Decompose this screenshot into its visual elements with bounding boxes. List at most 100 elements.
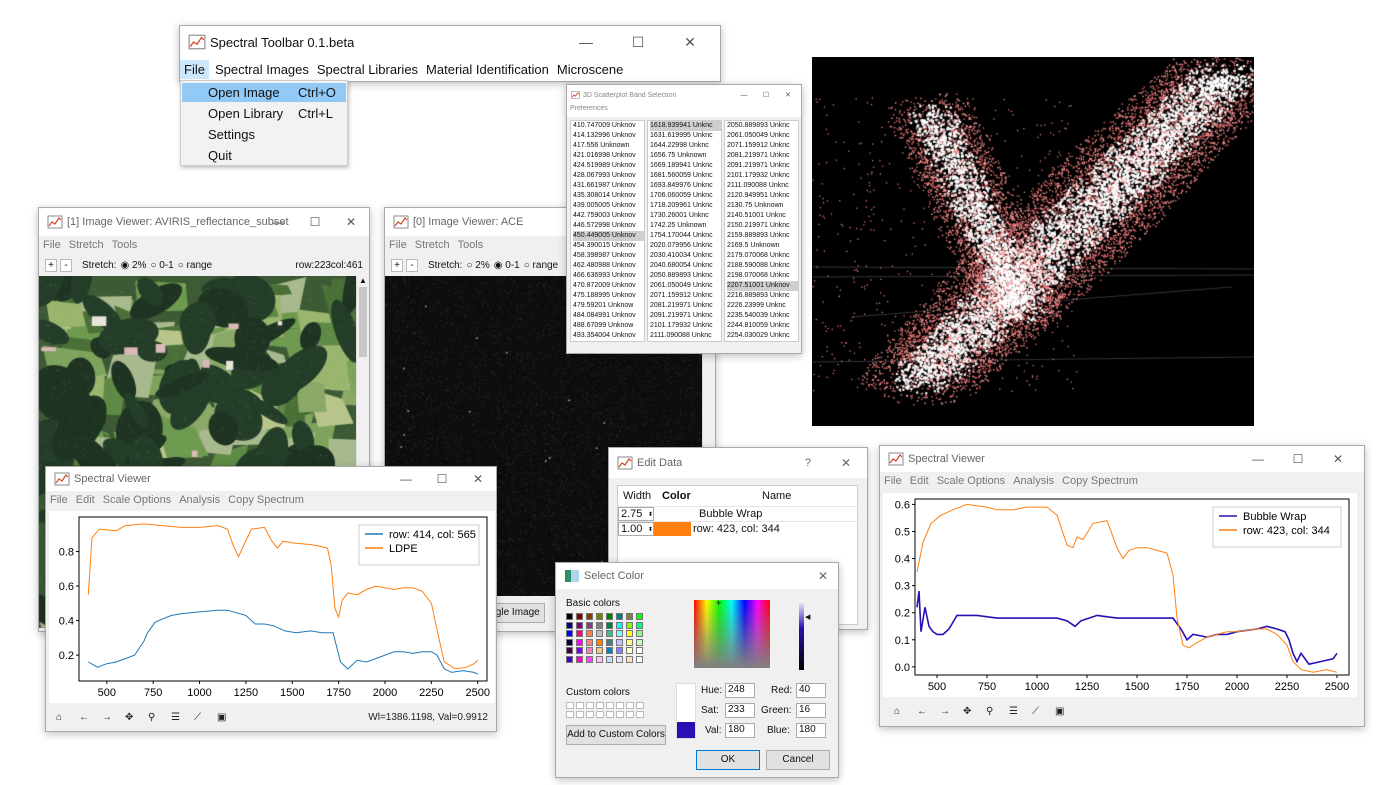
spectral-chart-right[interactable]: 500 750 1000 1250 1500 1750 2000 2250 2500 0.0 0.1… [883,493,1357,697]
menu-analysis[interactable]: Analysis [179,494,221,506]
basic-color-swatch[interactable] [586,655,593,663]
band-item[interactable]: 431.661987 Unknov [573,182,636,189]
band-item[interactable]: 466.636993 Unknov [573,272,636,279]
maximize-button[interactable]: ☐ [631,33,645,50]
subplots-icon[interactable]: ☰ [171,711,180,723]
basic-color-swatch[interactable] [636,655,643,663]
basic-colors-grid[interactable] [566,613,646,665]
band-item[interactable]: 475.188995 Unknov [573,292,636,299]
band-item[interactable]: 2235.540039 Unknc [727,312,790,319]
band-item[interactable]: 2179.070068 Unknc [727,252,790,259]
minimize-button[interactable]: — [579,34,593,50]
basic-color-swatch[interactable] [636,621,643,629]
zoom-in-button[interactable]: + [391,258,403,272]
basic-color-swatch[interactable] [566,638,573,646]
basic-color-swatch[interactable] [626,613,633,620]
band-item[interactable]: 1706.060059 Unknc [650,192,713,199]
table-row[interactable]: 2.75 ⬍ Bubble Wrap [618,506,857,521]
radio-2pct[interactable]: ○ 2% [466,259,490,271]
basic-color-swatch[interactable] [626,638,633,646]
basic-color-swatch[interactable] [586,630,593,637]
basic-color-swatch[interactable] [596,621,603,629]
band-item[interactable]: 2081.219971 Unknc [727,152,790,159]
basic-color-swatch[interactable] [616,655,623,663]
help-button[interactable]: ? [804,457,811,469]
zoom-icon[interactable]: ⚲ [148,711,156,723]
zoom-out-button[interactable]: - [406,258,418,272]
band-item[interactable]: 2111.090088 Unknc [727,182,789,189]
pan-icon[interactable]: ✥ [125,711,134,723]
basic-color-swatch[interactable] [606,621,613,629]
red-spinbox[interactable]: 40 [796,683,826,698]
back-arrow-icon[interactable]: ← [917,705,927,717]
basic-color-swatch[interactable] [606,655,613,663]
band-item[interactable]: 470.872009 Unknov [573,282,636,289]
width-spinbox[interactable]: 2.75 ⬍ [618,507,654,521]
radio-0-1[interactable]: ○ 0-1 [150,259,174,271]
hue-spinbox[interactable]: 248 [725,683,755,698]
band-item[interactable]: 2050.889893 Unknc [650,272,713,279]
basic-color-swatch[interactable] [606,630,613,637]
band-item[interactable]: 2050.889893 Unknc [727,122,790,129]
custom-color-swatch[interactable] [586,702,594,709]
band-item[interactable]: 450.449005 Unknov [573,231,644,241]
basic-color-swatch[interactable] [576,613,583,620]
basic-color-swatch[interactable] [566,613,573,620]
menu-edit[interactable]: Edit [909,475,929,487]
cancel-button[interactable]: Cancel [766,750,830,770]
minimize-button[interactable]: — [1252,452,1264,466]
band-item[interactable]: 2169.5 Unknown [727,242,780,249]
band-item[interactable]: 2040.680054 Unknc [650,262,713,269]
menu-file[interactable]: File [389,239,407,251]
blue-spinbox[interactable]: 180 [796,723,826,738]
menu-item-open-image[interactable]: Open Image Ctrl+O [182,83,346,102]
band-item[interactable]: 2071.159912 Unknc [650,292,713,299]
basic-color-swatch[interactable] [576,647,583,654]
band-item[interactable]: 428.067993 Unknov [573,172,636,179]
close-button[interactable]: ✕ [1332,452,1344,466]
basic-color-swatch[interactable] [566,655,573,663]
basic-color-swatch[interactable] [606,638,613,646]
back-arrow-icon[interactable]: ← [79,711,89,723]
scatterplot-3d-canvas[interactable] [812,57,1254,426]
basic-color-swatch[interactable] [626,630,633,637]
band-item[interactable]: 1754.170044 Unknc [650,232,713,239]
band-item[interactable]: 1681.560059 Unknc [650,172,713,179]
basic-color-swatch[interactable] [566,647,573,654]
radio-0-1[interactable]: ◉ 0-1 [493,259,520,271]
scroll-thumb[interactable] [359,287,367,357]
close-button[interactable]: ✕ [472,472,484,486]
custom-color-swatch[interactable] [616,711,624,718]
ok-button[interactable]: OK [696,750,760,770]
band-item[interactable]: 2216.889893 Unknc [727,292,790,299]
value-slider-arrow-icon[interactable]: ◀ [805,614,811,621]
band-item[interactable]: 1718.209961 Unknc [650,202,713,209]
custom-color-swatch[interactable] [606,711,614,718]
custom-color-swatch[interactable] [596,711,604,718]
close-button[interactable]: ✕ [684,33,696,50]
band-item[interactable]: 2030.410034 Unknc [650,252,713,259]
color-cell[interactable] [654,522,691,536]
band-item[interactable]: 458.398987 Unknov [573,252,636,259]
band-item[interactable]: 2159.889893 Unknc [727,232,790,239]
val-spinbox[interactable]: 180 [725,723,755,738]
spectral-chart-left[interactable]: 500 750 1000 1250 1500 1750 2000 2250 2500 0.2 0.4… [49,511,495,703]
band-item[interactable]: 2081.219971 Unknc [650,302,713,309]
custom-color-swatch[interactable] [626,702,634,709]
band-item[interactable]: 1644.22998 Unknc [650,142,709,149]
band-item[interactable]: 446.572998 Unknov [573,222,636,229]
band-item[interactable]: 1730.26001 Unknc [650,212,709,219]
zoom-out-button[interactable]: - [60,258,72,272]
basic-color-swatch[interactable] [616,613,623,620]
pan-icon[interactable]: ✥ [963,705,972,717]
menu-edit[interactable]: Edit [75,494,95,506]
menu-microscene[interactable]: Microscene [556,61,624,77]
menu-tools[interactable]: Tools [111,239,138,251]
zoom-in-button[interactable]: + [45,258,57,272]
basic-color-swatch[interactable] [566,630,573,637]
band-item[interactable]: 2091.219971 Unknc [727,162,790,169]
custom-color-swatch[interactable] [576,711,584,718]
scroll-up-arrow[interactable]: ▲ [359,276,367,285]
close-button[interactable]: ✕ [817,569,828,583]
custom-color-swatch[interactable] [616,702,624,709]
